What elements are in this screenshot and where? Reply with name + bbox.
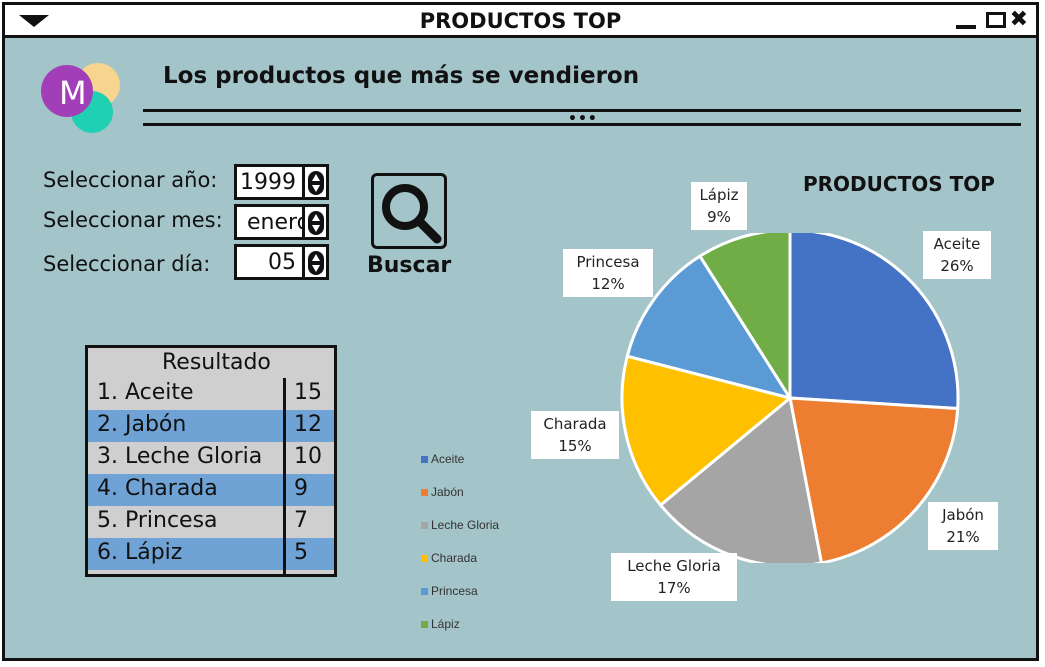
table-row: 5. Princesa 7 <box>88 506 334 538</box>
legend-item: Aceite <box>421 452 464 466</box>
pie-slice-princesa <box>625 254 794 401</box>
data-label-percent: 15% <box>558 437 592 455</box>
legend-label: Lápiz <box>431 617 460 631</box>
updown-arrow-icon[interactable] <box>308 171 324 195</box>
title-bar: PRODUCTOS TOP ✖ <box>5 5 1036 38</box>
row-count: 10 <box>294 444 322 469</box>
divider-dots: ••• <box>568 111 598 127</box>
search-button-label[interactable]: Buscar <box>367 253 452 278</box>
data-label-name: Lápiz <box>699 186 739 204</box>
row-name: 4. Charada <box>97 476 218 501</box>
year-stepper[interactable]: 1999 <box>234 164 329 200</box>
data-label-percent: 26% <box>940 257 974 275</box>
data-label: Leche Gloria 17% <box>611 553 737 601</box>
year-stepper-arrows[interactable] <box>302 167 326 197</box>
window-title: PRODUCTOS TOP <box>419 9 622 33</box>
search-icon[interactable] <box>374 176 444 246</box>
search-button[interactable] <box>371 173 447 249</box>
month-stepper[interactable]: enero <box>234 204 329 240</box>
day-stepper[interactable]: 05 <box>234 244 329 280</box>
legend-item: Princesa <box>421 584 478 598</box>
data-label-percent: 17% <box>657 579 691 597</box>
table-row: 6. Lápiz 5 <box>88 538 334 570</box>
data-label: Princesa 12% <box>563 249 653 297</box>
data-label-percent: 9% <box>707 208 731 226</box>
data-label-name: Jabón <box>942 506 984 524</box>
row-count: 15 <box>294 380 322 405</box>
table-row: 2. Jabón 12 <box>88 410 334 442</box>
data-label-name: Leche Gloria <box>627 557 721 575</box>
chart-title: PRODUCTOS TOP <box>803 172 995 196</box>
legend-item: Leche Gloria <box>421 518 499 532</box>
updown-arrow-icon[interactable] <box>308 251 324 275</box>
table-row: 1. Aceite 15 <box>88 378 334 410</box>
data-label: Jabón 21% <box>928 502 998 550</box>
row-count: 7 <box>294 508 308 533</box>
data-label-name: Charada <box>543 415 607 433</box>
row-name: 2. Jabón <box>97 412 187 437</box>
logo-letter: M <box>59 74 87 112</box>
minimize-icon[interactable] <box>956 25 976 29</box>
data-label: Lápiz 9% <box>691 182 747 230</box>
legend-swatch <box>421 555 428 563</box>
pie-slice-charada <box>620 354 794 508</box>
year-value[interactable]: 1999 <box>240 170 296 195</box>
row-count: 9 <box>294 476 308 501</box>
menu-dropdown-icon[interactable] <box>19 15 49 27</box>
year-label: Seleccionar año: <box>43 168 218 192</box>
row-name: 6. Lápiz <box>97 540 183 565</box>
data-label-name: Aceite <box>933 235 981 253</box>
legend-swatch <box>421 522 428 530</box>
table-row: 3. Leche Gloria 10 <box>88 442 334 474</box>
data-label: Charada 15% <box>531 411 619 459</box>
month-value[interactable]: enero <box>247 210 311 235</box>
pie-slice-jabón <box>788 396 960 563</box>
legend-label: Leche Gloria <box>431 518 500 532</box>
column-divider <box>283 378 286 574</box>
data-label: Aceite 26% <box>923 231 991 279</box>
legend-label: Charada <box>431 551 478 565</box>
month-stepper-arrows[interactable] <box>302 207 326 237</box>
pie-slice-aceite <box>788 233 960 411</box>
legend-label: Aceite <box>431 452 465 466</box>
legend-item: Jabón <box>421 485 464 499</box>
data-label-percent: 21% <box>946 528 980 546</box>
row-name: 5. Princesa <box>97 508 218 533</box>
day-stepper-arrows[interactable] <box>302 247 326 277</box>
pie-chart <box>620 233 960 563</box>
maximize-icon[interactable] <box>986 12 1006 28</box>
legend-label: Jabón <box>431 485 464 499</box>
legend-swatch <box>421 621 428 629</box>
table-row: 4. Charada 9 <box>88 474 334 506</box>
legend-label: Princesa <box>431 584 478 598</box>
header-divider-lower <box>143 123 1021 126</box>
data-label-name: Princesa <box>576 253 640 271</box>
logo: M <box>41 63 120 133</box>
day-label: Seleccionar día: <box>43 252 211 276</box>
month-label: Seleccionar mes: <box>43 208 223 232</box>
header-divider <box>143 109 1021 112</box>
row-name: 1. Aceite <box>97 380 194 405</box>
legend-item: Lápiz <box>421 617 460 631</box>
legend-item: Charada <box>421 551 477 565</box>
results-table: Resultado 1. Aceite 15 2. Jabón 12 3. Le… <box>85 345 337 577</box>
row-count: 5 <box>294 540 308 565</box>
close-icon[interactable]: ✖ <box>1009 7 1028 32</box>
pie-slice-lápiz <box>697 233 792 404</box>
row-name: 3. Leche Gloria <box>97 444 263 469</box>
row-count: 12 <box>294 412 322 437</box>
page-title: Los productos que más se vendieron <box>163 63 640 89</box>
legend-swatch <box>421 588 428 596</box>
data-label-percent: 12% <box>591 275 625 293</box>
legend-swatch <box>421 489 428 497</box>
results-header: Resultado <box>162 350 271 375</box>
updown-arrow-icon[interactable] <box>308 211 324 235</box>
day-value[interactable]: 05 <box>268 250 296 275</box>
legend-swatch <box>421 456 428 464</box>
